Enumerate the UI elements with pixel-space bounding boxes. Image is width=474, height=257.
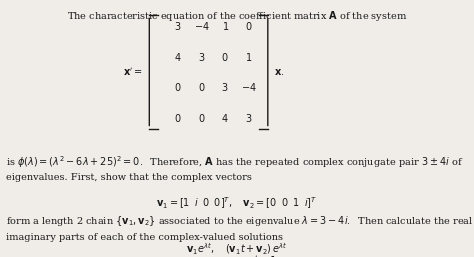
Text: imaginary parts of each of the complex-valued solutions: imaginary parts of each of the complex-v… <box>6 233 283 242</box>
Text: $0$: $0$ <box>198 112 205 124</box>
Text: $-4$: $-4$ <box>241 81 257 93</box>
Text: $0$: $0$ <box>198 81 205 93</box>
Text: form a length 2 chain $\{\mathbf{v}_1, \mathbf{v}_2\}$ associated to the eigenva: form a length 2 chain $\{\mathbf{v}_1, \… <box>6 214 474 228</box>
Text: $\mathbf{v}_1 = [1 \;\; i \;\; 0 \;\; 0]^T, \quad \mathbf{v}_2 = [0 \;\; 0 \;\; : $\mathbf{v}_1 = [1 \;\; i \;\; 0 \;\; 0]… <box>156 195 318 211</box>
Text: $3$: $3$ <box>245 112 253 124</box>
Text: $3$: $3$ <box>198 51 205 63</box>
Text: $0$: $0$ <box>221 51 229 63</box>
Text: is $\phi(\lambda) = (\lambda^2 - 6\lambda + 25)^2 = 0.\;$ Therefore, $\mathbf{A}: is $\phi(\lambda) = (\lambda^2 - 6\lambd… <box>6 154 463 170</box>
Text: $\mathbf{x}.$: $\mathbf{x}.$ <box>274 67 284 77</box>
Text: $3$: $3$ <box>221 81 229 93</box>
Text: $0$: $0$ <box>174 81 182 93</box>
Text: $1$: $1$ <box>221 20 229 32</box>
Text: The characteristic equation of the coefficient matrix $\mathbf{A}$ of the system: The characteristic equation of the coeff… <box>67 9 407 23</box>
Text: to find four independent real-valued solutions of $\mathbf{x}' = \mathbf{Ax}.$: to find four independent real-valued sol… <box>6 254 286 257</box>
Text: $\mathbf{v}_1 e^{\lambda t}, \quad (\mathbf{v}_1 t + \mathbf{v}_2)\, e^{\lambda : $\mathbf{v}_1 e^{\lambda t}, \quad (\mat… <box>186 242 288 257</box>
Text: $4$: $4$ <box>221 112 229 124</box>
Text: $3$: $3$ <box>174 20 182 32</box>
Text: $4$: $4$ <box>174 51 182 63</box>
Text: $1$: $1$ <box>245 51 253 63</box>
Text: $-4$: $-4$ <box>193 20 210 32</box>
Text: eigenvalues. First, show that the complex vectors: eigenvalues. First, show that the comple… <box>6 173 252 182</box>
Text: $0$: $0$ <box>174 112 182 124</box>
Text: $0$: $0$ <box>245 20 253 32</box>
Text: $\mathbf{x}' =$: $\mathbf{x}' =$ <box>123 66 142 78</box>
